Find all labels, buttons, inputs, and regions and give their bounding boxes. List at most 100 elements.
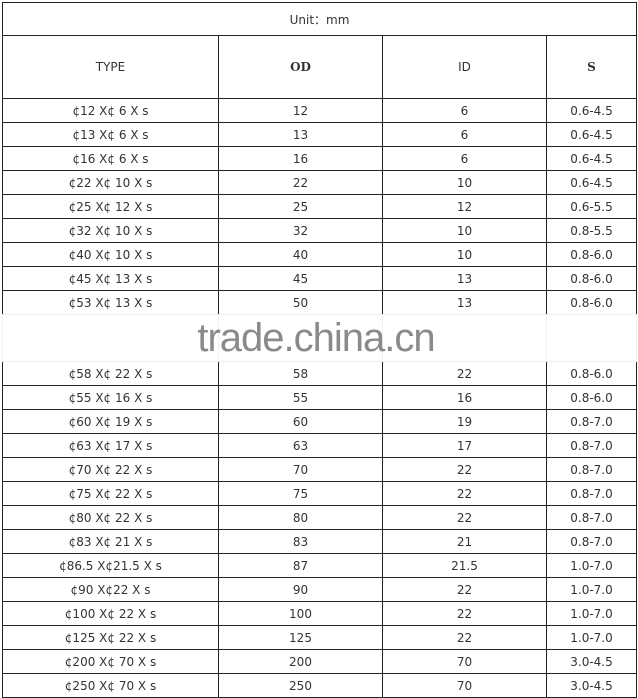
table-row: ¢86.5 X¢21.5 X s 87 21.5 1.0-7.0 xyxy=(2,553,637,578)
cell-type: ¢53 X¢ 13 X s xyxy=(2,290,219,315)
table-row: ¢40 X¢ 10 X s 40 10 0.8-6.0 xyxy=(2,242,637,267)
table-row: ¢125 X¢ 22 X s 125 22 1.0-7.0 xyxy=(2,625,637,650)
table-row: ¢25 X¢ 12 X s 25 12 0.6-5.5 xyxy=(2,194,637,219)
cell-od: 45 xyxy=(218,266,383,291)
table-row: ¢250 X¢ 70 X s 250 70 3.0-4.5 xyxy=(2,673,637,698)
cell-type: ¢75 X¢ 22 X s xyxy=(2,481,219,506)
table-row: ¢90 X¢22 X s 90 22 1.0-7.0 xyxy=(2,577,637,602)
cell-s: 3.0-4.5 xyxy=(546,649,637,674)
cell-id: 22 xyxy=(382,361,547,386)
cell-od: 55 xyxy=(218,385,383,410)
cell-od: 16 xyxy=(218,146,383,171)
cell-s: 0.8-6.0 xyxy=(546,266,637,291)
cell-od: 12 xyxy=(218,98,383,123)
table-row: ¢80 X¢ 22 X s 80 22 0.8-7.0 xyxy=(2,505,637,530)
cell-id: 10 xyxy=(382,170,547,195)
cell-type: ¢100 X¢ 22 X s xyxy=(2,601,219,626)
cell-od: 22 xyxy=(218,170,383,195)
watermark: trade.china.cn xyxy=(0,314,638,362)
cell-id: 10 xyxy=(382,242,547,267)
cell-od: 90 xyxy=(218,577,383,602)
cell-type: ¢125 X¢ 22 X s xyxy=(2,625,219,650)
cell-od: 80 xyxy=(218,505,383,530)
cell-s: 0.8-6.0 xyxy=(546,242,637,267)
table-row: ¢13 X¢ 6 X s 13 6 0.6-4.5 xyxy=(2,122,637,147)
cell-id: 70 xyxy=(382,649,547,674)
table-row: ¢55 X¢ 16 X s 55 16 0.8-6.0 xyxy=(2,385,637,410)
cell-type: ¢25 X¢ 12 X s xyxy=(2,194,219,219)
table-row: ¢70 X¢ 22 X s 70 22 0.8-7.0 xyxy=(2,457,637,482)
cell-od: 25 xyxy=(218,194,383,219)
table-row: ¢100 X¢ 22 X s 100 22 1.0-7.0 xyxy=(2,601,637,626)
cell-id: 6 xyxy=(382,98,547,123)
cell-id: 21 xyxy=(382,529,547,554)
header-od: OD xyxy=(218,35,383,99)
cell-id: 22 xyxy=(382,505,547,530)
table-row: ¢12 X¢ 6 X s 12 6 0.6-4.5 xyxy=(2,98,637,123)
cell-od: 13 xyxy=(218,122,383,147)
cell-s: 0.8-7.0 xyxy=(546,409,637,434)
table-row: ¢63 X¢ 17 X s 63 17 0.8-7.0 xyxy=(2,433,637,458)
cell-id: 21.5 xyxy=(382,553,547,578)
cell-type: ¢70 X¢ 22 X s xyxy=(2,457,219,482)
cell-id: 22 xyxy=(382,601,547,626)
cell-od: 70 xyxy=(218,457,383,482)
cell-type: ¢90 X¢22 X s xyxy=(2,577,219,602)
table-row: ¢200 X¢ 70 X s 200 70 3.0-4.5 xyxy=(2,649,637,674)
cell-type: ¢12 X¢ 6 X s xyxy=(2,98,219,123)
cell-s: 0.6-4.5 xyxy=(546,122,637,147)
cell-s: 0.8-6.0 xyxy=(546,361,637,386)
cell-type: ¢83 X¢ 21 X s xyxy=(2,529,219,554)
cell-type: ¢86.5 X¢21.5 X s xyxy=(2,553,219,578)
table-row: ¢45 X¢ 13 X s 45 13 0.8-6.0 xyxy=(2,266,637,291)
cell-od: 100 xyxy=(218,601,383,626)
cell-id: 6 xyxy=(382,146,547,171)
cell-type: ¢63 X¢ 17 X s xyxy=(2,433,219,458)
header-type: TYPE xyxy=(2,35,219,99)
cell-type: ¢60 X¢ 19 X s xyxy=(2,409,219,434)
cell-type: ¢45 X¢ 13 X s xyxy=(2,266,219,291)
cell-type: ¢13 X¢ 6 X s xyxy=(2,122,219,147)
cell-od: 83 xyxy=(218,529,383,554)
cell-od: 60 xyxy=(218,409,383,434)
cell-od: 40 xyxy=(218,242,383,267)
cell-od: 50 xyxy=(218,290,383,315)
cell-s: 1.0-7.0 xyxy=(546,625,637,650)
unit-label: Unit：mm xyxy=(2,2,637,36)
cell-s: 0.8-7.0 xyxy=(546,529,637,554)
cell-od: 32 xyxy=(218,218,383,243)
cell-id: 22 xyxy=(382,625,547,650)
cell-s: 0.6-4.5 xyxy=(546,146,637,171)
table-row: ¢16 X¢ 6 X s 16 6 0.6-4.5 xyxy=(2,146,637,171)
cell-s: 0.8-6.0 xyxy=(546,385,637,410)
header-s: S xyxy=(546,35,637,99)
header-id: ID xyxy=(382,35,547,99)
cell-id: 70 xyxy=(382,673,547,698)
cell-s: 1.0-7.0 xyxy=(546,601,637,626)
cell-od: 87 xyxy=(218,553,383,578)
cell-od: 75 xyxy=(218,481,383,506)
cell-s: 0.6-4.5 xyxy=(546,170,637,195)
cell-id: 19 xyxy=(382,409,547,434)
cell-id: 22 xyxy=(382,457,547,482)
cell-type: ¢32 X¢ 10 X s xyxy=(2,218,219,243)
cell-id: 16 xyxy=(382,385,547,410)
table-row: ¢83 X¢ 21 X s 83 21 0.8-7.0 xyxy=(2,529,637,554)
cell-type: ¢55 X¢ 16 X s xyxy=(2,385,219,410)
cell-od: 125 xyxy=(218,625,383,650)
cell-id: 13 xyxy=(382,290,547,315)
cell-id: 22 xyxy=(382,577,547,602)
cell-type: ¢80 X¢ 22 X s xyxy=(2,505,219,530)
table-row: ¢60 X¢ 19 X s 60 19 0.8-7.0 xyxy=(2,409,637,434)
cell-id: 17 xyxy=(382,433,547,458)
cell-id: 22 xyxy=(382,481,547,506)
cell-s: 1.0-7.0 xyxy=(546,553,637,578)
table-row: ¢58 X¢ 22 X s 58 22 0.8-6.0 xyxy=(2,361,637,386)
cell-type: ¢16 X¢ 6 X s xyxy=(2,146,219,171)
cell-s: 3.0-4.5 xyxy=(546,673,637,698)
cell-type: ¢40 X¢ 10 X s xyxy=(2,242,219,267)
cell-s: 0.8-5.5 xyxy=(546,218,637,243)
cell-od: 63 xyxy=(218,433,383,458)
cell-od: 58 xyxy=(218,361,383,386)
cell-od: 200 xyxy=(218,649,383,674)
